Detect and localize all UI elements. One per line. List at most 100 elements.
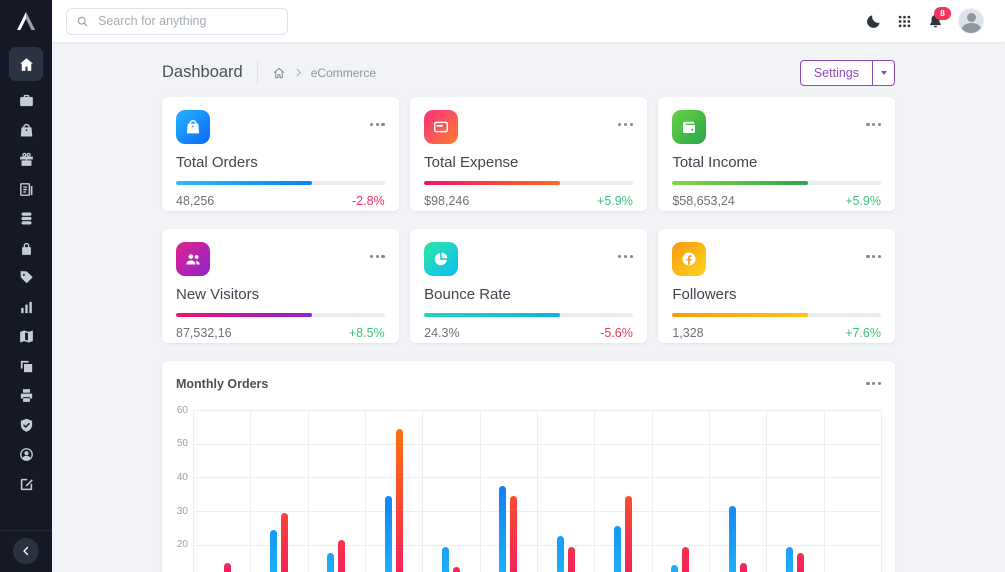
sidebar-item-tag[interactable] — [9, 263, 43, 293]
stat-card-delta: -2.8% — [352, 194, 385, 208]
total-expense-icon-tile — [424, 110, 459, 144]
tag-icon — [20, 271, 33, 284]
lock-icon — [21, 242, 31, 255]
chart-y-tick-label: 20 — [176, 539, 188, 551]
stat-card-delta: +5.9% — [845, 194, 881, 208]
chart-gridline-v — [193, 410, 194, 572]
bar-series-warm — [682, 546, 690, 572]
sidebar-item-copy[interactable] — [9, 352, 43, 382]
stat-card-delta: +5.9% — [597, 194, 633, 208]
bar-series-warm — [281, 512, 288, 572]
card-menu-button[interactable] — [370, 120, 385, 129]
shopping-bag-icon — [186, 120, 200, 134]
chart-y-tick-label: 40 — [176, 471, 188, 483]
map-icon — [19, 330, 33, 343]
stat-card-title: Total Income — [672, 154, 758, 171]
total-income-icon-tile — [672, 110, 707, 144]
chart-gridline-v — [881, 410, 882, 572]
sidebar-item-home[interactable] — [9, 47, 43, 81]
chart-gridline-v — [422, 410, 424, 572]
bar-series-warm — [453, 566, 460, 572]
sidebar-item-edit[interactable] — [9, 470, 43, 500]
chart-gridline-h — [193, 544, 881, 546]
stat-card-followers: Followers 1,328 +7.6% — [658, 229, 895, 343]
topbar-actions: 8 — [865, 6, 984, 34]
shield-icon — [20, 418, 32, 432]
sidebar-menu — [0, 42, 52, 499]
stat-card-total-expense: Total Expense $98,246 +5.9% — [410, 97, 647, 211]
chart-menu-button[interactable] — [866, 379, 881, 388]
apps-grid-button[interactable] — [896, 13, 913, 30]
chart-y-tick-label: 50 — [176, 438, 188, 450]
card-menu-button[interactable] — [866, 252, 881, 261]
card-menu-button[interactable] — [618, 252, 633, 261]
printer-icon — [20, 389, 32, 403]
stat-card-value: $58,653,24 — [672, 194, 735, 208]
chart-gridline-v — [250, 410, 252, 572]
card-menu-button[interactable] — [618, 120, 633, 129]
chart-y-tick-label: 30 — [176, 505, 188, 517]
progress-track — [424, 313, 633, 317]
search-box — [66, 7, 288, 35]
notifications-button[interactable]: 8 — [927, 6, 951, 30]
stat-card-delta: +8.5% — [348, 326, 385, 340]
settings-button[interactable]: Settings — [799, 59, 873, 86]
chart-gridline-v — [537, 410, 538, 572]
chevron-left-icon — [23, 546, 29, 556]
card-menu-button[interactable] — [370, 252, 385, 261]
triangle-logo-icon — [17, 12, 35, 30]
credit-card-icon — [434, 121, 449, 133]
user-avatar[interactable] — [958, 8, 984, 34]
sidebar-item-printer[interactable] — [9, 381, 43, 411]
sidebar-item-gift[interactable] — [9, 145, 43, 175]
chart-header: Monthly Orders — [162, 361, 895, 391]
user-icon — [19, 448, 33, 462]
sidebar-collapse-button[interactable] — [13, 538, 39, 564]
chart-gridline-v — [479, 410, 481, 572]
chart-gridline-v — [823, 410, 825, 572]
users-icon — [186, 254, 200, 265]
stat-cards-grid: Total Orders 48,256 -2.8% Total Expense $98,… — [162, 97, 895, 343]
progress-fill — [424, 313, 560, 317]
home-icon — [19, 57, 33, 71]
followers-icon-tile — [672, 242, 707, 276]
grid-icon — [898, 15, 911, 27]
header-divider — [256, 61, 258, 84]
sidebar-divider — [0, 530, 52, 531]
sidebar-item-database[interactable] — [9, 204, 43, 234]
sidebar-item-journal[interactable] — [9, 175, 43, 205]
sidebar-item-shield[interactable] — [9, 411, 43, 441]
chevron-right-icon — [296, 68, 301, 77]
progress-track — [176, 313, 385, 317]
chart-gridline-v — [594, 410, 596, 572]
bar-series-blue — [728, 506, 736, 572]
chart-title: Monthly Orders — [176, 377, 269, 391]
settings-dropdown-button[interactable] — [873, 59, 895, 86]
bar-series-warm — [567, 546, 575, 572]
card-menu-button[interactable] — [866, 120, 881, 129]
sidebar-item-user[interactable] — [9, 440, 43, 470]
breadcrumb-home-link[interactable] — [272, 66, 286, 80]
progress-track — [176, 181, 385, 185]
stat-card-total-orders: Total Orders 48,256 -2.8% — [162, 97, 399, 211]
chart-y-tick-label: 60 — [176, 404, 188, 416]
sidebar-item-bar-chart[interactable] — [9, 293, 43, 323]
progress-track — [672, 313, 881, 317]
progress-fill — [672, 313, 808, 317]
sidebar-item-lock[interactable] — [9, 234, 43, 264]
progress-track — [424, 181, 633, 185]
bar-series-blue — [499, 485, 507, 572]
app-logo[interactable] — [0, 0, 52, 42]
new-visitors-icon-tile — [176, 242, 210, 276]
stat-card-value: 1,328 — [672, 326, 704, 340]
sidebar-item-briefcase[interactable] — [9, 86, 43, 116]
dark-mode-toggle[interactable] — [865, 13, 882, 30]
chart-gridline-v — [709, 410, 710, 572]
moon-icon — [867, 14, 880, 28]
search-input[interactable] — [96, 13, 278, 29]
bar-series-blue — [384, 495, 392, 572]
sidebar-item-shopping-bag[interactable] — [9, 116, 43, 146]
sidebar-item-map[interactable] — [9, 322, 43, 352]
stat-card-bounce-rate: Bounce Rate 24.3% -5.6% — [410, 229, 647, 343]
notification-badge: 8 — [934, 6, 951, 20]
